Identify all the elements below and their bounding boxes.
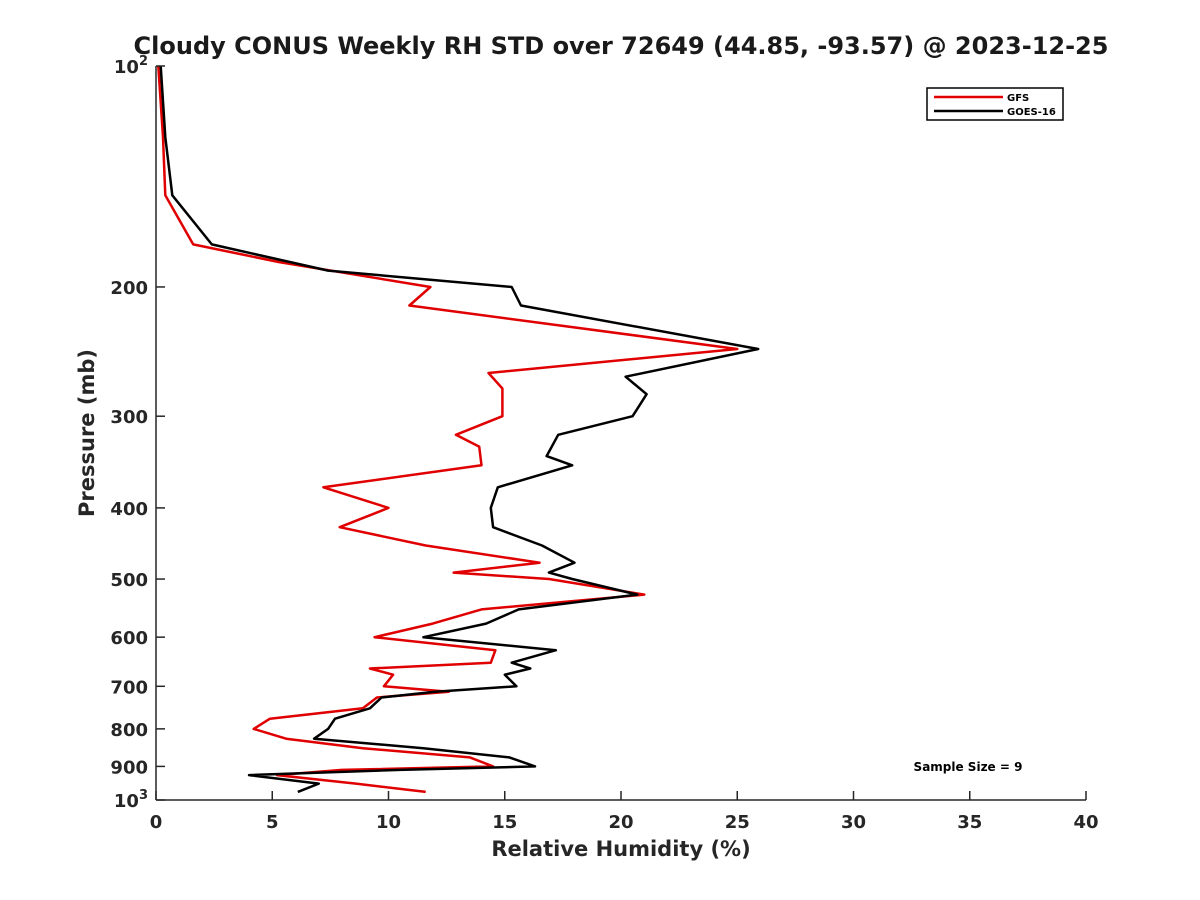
y-tick-label: 900	[110, 757, 148, 778]
chart-title: Cloudy CONUS Weekly RH STD over 72649 (4…	[134, 32, 1109, 60]
axes-layer: 0 5 10 15 20 25 30 35 40 102 200 300 400 500 600 700 800…	[110, 54, 1098, 833]
series-line-gfs	[157, 65, 739, 794]
y-tick-label: 103	[114, 788, 148, 812]
y-tick-label: 200	[110, 278, 148, 299]
y-tick-label: 800	[110, 720, 148, 741]
series-line-goes-16	[159, 65, 760, 794]
legend: GFS GOES-16	[926, 87, 1064, 121]
x-tick-label: 15	[492, 812, 517, 833]
legend-entry-label: GOES-16	[1007, 107, 1056, 118]
legend-entry-label: GFS	[1007, 93, 1029, 104]
y-tick-label: 102	[114, 54, 148, 78]
sample-size-annotation: Sample Size = 9	[914, 760, 1023, 774]
x-tick-label: 10	[376, 812, 401, 833]
x-tick-label: 20	[608, 812, 633, 833]
x-tick-label: 40	[1073, 812, 1098, 833]
legend-box	[926, 87, 1064, 121]
y-tick-label: 300	[110, 407, 148, 428]
series-layer	[157, 65, 760, 794]
x-tick-label: 0	[150, 812, 163, 833]
x-tick-label: 25	[725, 812, 750, 833]
y-tick-label: 500	[110, 570, 148, 591]
y-tick-label: 700	[110, 677, 148, 698]
x-axis-label: Relative Humidity (%)	[491, 837, 750, 861]
x-tick-label: 5	[266, 812, 279, 833]
x-tick-label: 30	[841, 812, 866, 833]
y-axis-label: Pressure (mb)	[75, 349, 99, 517]
x-tick-label: 35	[957, 812, 982, 833]
y-tick-label: 400	[110, 499, 148, 520]
y-tick-label: 600	[110, 628, 148, 649]
